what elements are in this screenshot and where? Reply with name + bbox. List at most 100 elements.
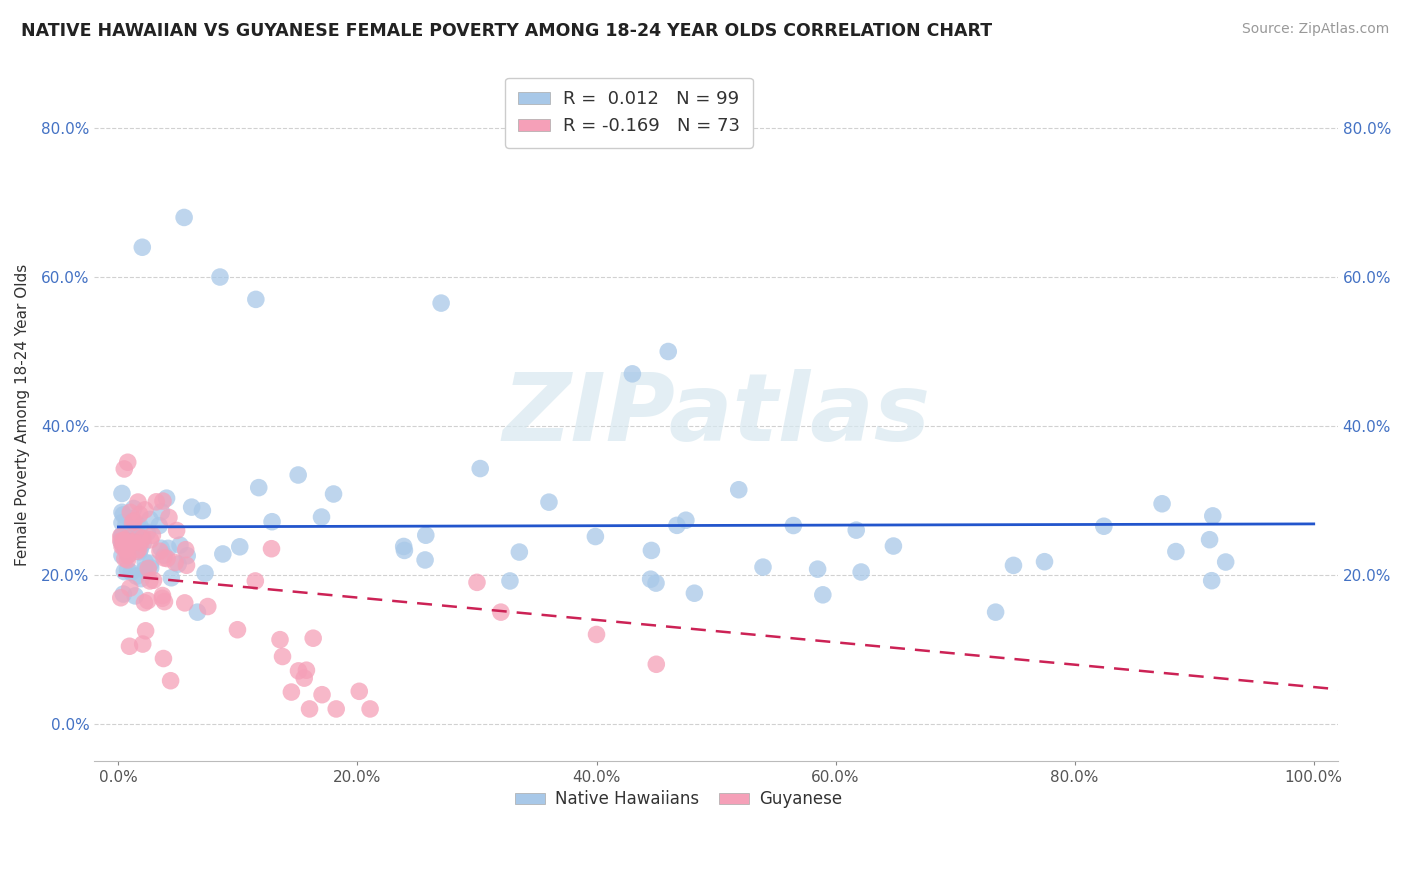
Point bbox=[849, 565, 872, 579]
Point bbox=[132, 531, 155, 545]
Point bbox=[1201, 574, 1223, 588]
Point bbox=[173, 211, 195, 225]
Point bbox=[112, 533, 135, 548]
Point bbox=[186, 605, 208, 619]
Point bbox=[197, 599, 219, 614]
Point bbox=[811, 588, 834, 602]
Point bbox=[125, 544, 148, 558]
Point bbox=[1033, 555, 1056, 569]
Point bbox=[537, 495, 560, 509]
Point bbox=[645, 576, 668, 591]
Point bbox=[208, 270, 231, 285]
Y-axis label: Female Poverty Among 18-24 Year Olds: Female Poverty Among 18-24 Year Olds bbox=[15, 264, 30, 566]
Point bbox=[640, 543, 662, 558]
Point bbox=[150, 505, 173, 519]
Point bbox=[150, 541, 173, 556]
Point bbox=[430, 296, 453, 310]
Point bbox=[121, 511, 143, 525]
Point bbox=[112, 587, 135, 601]
Point bbox=[1092, 519, 1115, 533]
Point bbox=[295, 663, 318, 677]
Point bbox=[131, 240, 153, 254]
Point bbox=[359, 702, 381, 716]
Point bbox=[160, 571, 183, 585]
Point bbox=[640, 572, 662, 586]
Legend: Native Hawaiians, Guyanese: Native Hawaiians, Guyanese bbox=[509, 784, 849, 815]
Point bbox=[118, 640, 141, 654]
Point bbox=[226, 623, 249, 637]
Point bbox=[153, 594, 176, 608]
Point bbox=[287, 664, 309, 678]
Point bbox=[117, 553, 139, 567]
Point bbox=[174, 542, 197, 557]
Point bbox=[136, 593, 159, 607]
Point bbox=[112, 540, 135, 554]
Point bbox=[136, 561, 159, 575]
Point bbox=[127, 495, 149, 509]
Point bbox=[287, 468, 309, 483]
Point bbox=[139, 574, 162, 588]
Point bbox=[129, 519, 152, 533]
Point bbox=[122, 542, 145, 557]
Point bbox=[120, 505, 142, 519]
Point bbox=[392, 540, 415, 554]
Point bbox=[110, 529, 132, 543]
Point bbox=[349, 684, 371, 698]
Point bbox=[134, 555, 156, 569]
Point bbox=[167, 557, 190, 571]
Point bbox=[153, 548, 176, 562]
Point bbox=[984, 605, 1007, 619]
Point bbox=[142, 573, 165, 587]
Point bbox=[111, 535, 134, 549]
Point bbox=[111, 516, 134, 530]
Point bbox=[117, 548, 139, 562]
Point bbox=[114, 551, 136, 566]
Point bbox=[112, 565, 135, 579]
Point bbox=[122, 501, 145, 516]
Point bbox=[152, 589, 174, 603]
Point bbox=[727, 483, 749, 497]
Point bbox=[128, 542, 150, 557]
Point bbox=[176, 558, 198, 573]
Point bbox=[1164, 544, 1187, 558]
Point bbox=[322, 487, 344, 501]
Point bbox=[129, 572, 152, 586]
Point bbox=[115, 542, 138, 557]
Point bbox=[311, 510, 333, 524]
Point bbox=[134, 563, 156, 577]
Point bbox=[122, 514, 145, 528]
Point bbox=[675, 513, 697, 527]
Point bbox=[115, 532, 138, 546]
Point bbox=[139, 556, 162, 570]
Point bbox=[120, 566, 142, 580]
Point bbox=[111, 536, 134, 550]
Point bbox=[139, 512, 162, 526]
Point bbox=[311, 688, 333, 702]
Point bbox=[156, 551, 179, 566]
Point bbox=[807, 562, 830, 576]
Point bbox=[153, 550, 176, 565]
Point bbox=[115, 545, 138, 559]
Point bbox=[111, 528, 134, 542]
Point bbox=[157, 510, 180, 524]
Point bbox=[111, 486, 134, 500]
Point bbox=[260, 515, 283, 529]
Point bbox=[1215, 555, 1237, 569]
Point bbox=[110, 591, 132, 605]
Point bbox=[280, 685, 302, 699]
Point bbox=[1202, 508, 1225, 523]
Point bbox=[1198, 533, 1220, 547]
Point bbox=[122, 526, 145, 541]
Point bbox=[125, 569, 148, 583]
Point bbox=[128, 545, 150, 559]
Point bbox=[159, 673, 181, 688]
Point bbox=[176, 549, 198, 563]
Point bbox=[211, 547, 233, 561]
Point bbox=[165, 556, 187, 570]
Point bbox=[157, 541, 180, 556]
Point bbox=[269, 632, 291, 647]
Point bbox=[245, 574, 267, 588]
Point bbox=[132, 536, 155, 550]
Point bbox=[194, 566, 217, 581]
Point bbox=[139, 561, 162, 575]
